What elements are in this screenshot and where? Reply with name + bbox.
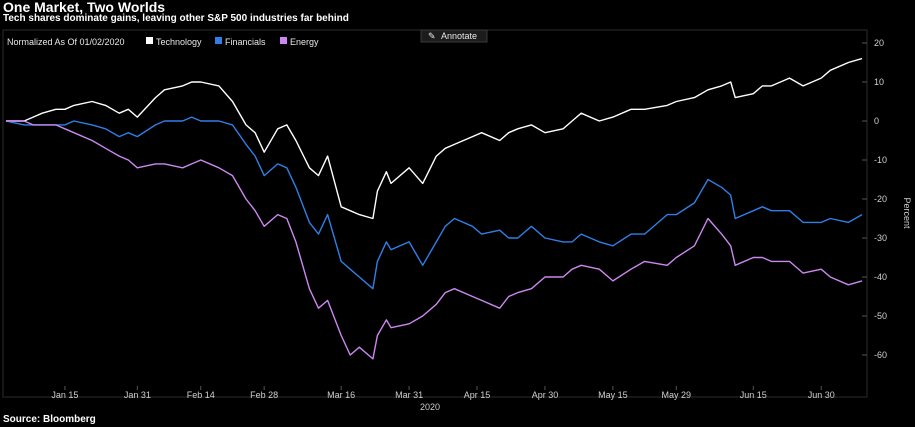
legend-technology-swatch bbox=[146, 37, 153, 44]
y-tick-label: -30 bbox=[874, 233, 887, 243]
x-tick-label: Jan 31 bbox=[124, 390, 151, 400]
y-tick-label: 20 bbox=[874, 38, 884, 48]
annotate-button[interactable]: ✎ Annotate bbox=[420, 29, 488, 43]
x-tick-label: May 15 bbox=[598, 390, 628, 400]
plot-area bbox=[2, 29, 868, 398]
x-tick-label: Jun 30 bbox=[808, 390, 835, 400]
x-tick-label: May 29 bbox=[662, 390, 692, 400]
x-tick-label: Apr 30 bbox=[532, 390, 559, 400]
series-line-energy bbox=[6, 120, 863, 360]
y-tick-label: -50 bbox=[874, 311, 887, 321]
x-tick-label: Mar 31 bbox=[395, 390, 423, 400]
x-tick-label: Feb 14 bbox=[187, 390, 215, 400]
y-tick-label: 10 bbox=[874, 77, 884, 87]
legend-financials-label: Financials bbox=[225, 37, 266, 47]
x-tick-label: Feb 28 bbox=[250, 390, 278, 400]
x-tick-label: Jan 15 bbox=[51, 390, 78, 400]
y-tick-label: -20 bbox=[874, 194, 887, 204]
y-tick-label: -40 bbox=[874, 272, 887, 282]
y-tick-label: -10 bbox=[874, 155, 887, 165]
series-line-financials bbox=[5, 116, 863, 290]
x-tick-label: Jun 15 bbox=[740, 390, 767, 400]
legend: Normalized As Of 01/02/2020 Technology F… bbox=[7, 37, 319, 47]
x-axis-year-label: 2020 bbox=[420, 402, 440, 412]
legend-normalized-label: Normalized As Of 01/02/2020 bbox=[7, 37, 125, 47]
legend-energy-swatch bbox=[280, 37, 287, 44]
legend-energy-label: Energy bbox=[290, 37, 319, 47]
chart-subtitle: Tech shares dominate gains, leaving othe… bbox=[3, 13, 349, 24]
source-note: Source: Bloomberg bbox=[3, 414, 96, 425]
x-tick-label: Mar 16 bbox=[327, 390, 355, 400]
y-tick-label: 0 bbox=[874, 116, 879, 126]
annotate-label: Annotate bbox=[441, 31, 477, 41]
series-line-technology bbox=[6, 57, 863, 220]
pencil-icon: ✎ bbox=[428, 31, 436, 41]
x-tick-label: Apr 15 bbox=[464, 390, 491, 400]
y-axis-label: Percent bbox=[902, 197, 912, 229]
legend-financials-swatch bbox=[215, 37, 222, 44]
y-tick-label: -60 bbox=[874, 350, 887, 360]
chart-title: One Market, Two Worlds bbox=[3, 0, 166, 15]
legend-technology-label: Technology bbox=[156, 37, 202, 47]
